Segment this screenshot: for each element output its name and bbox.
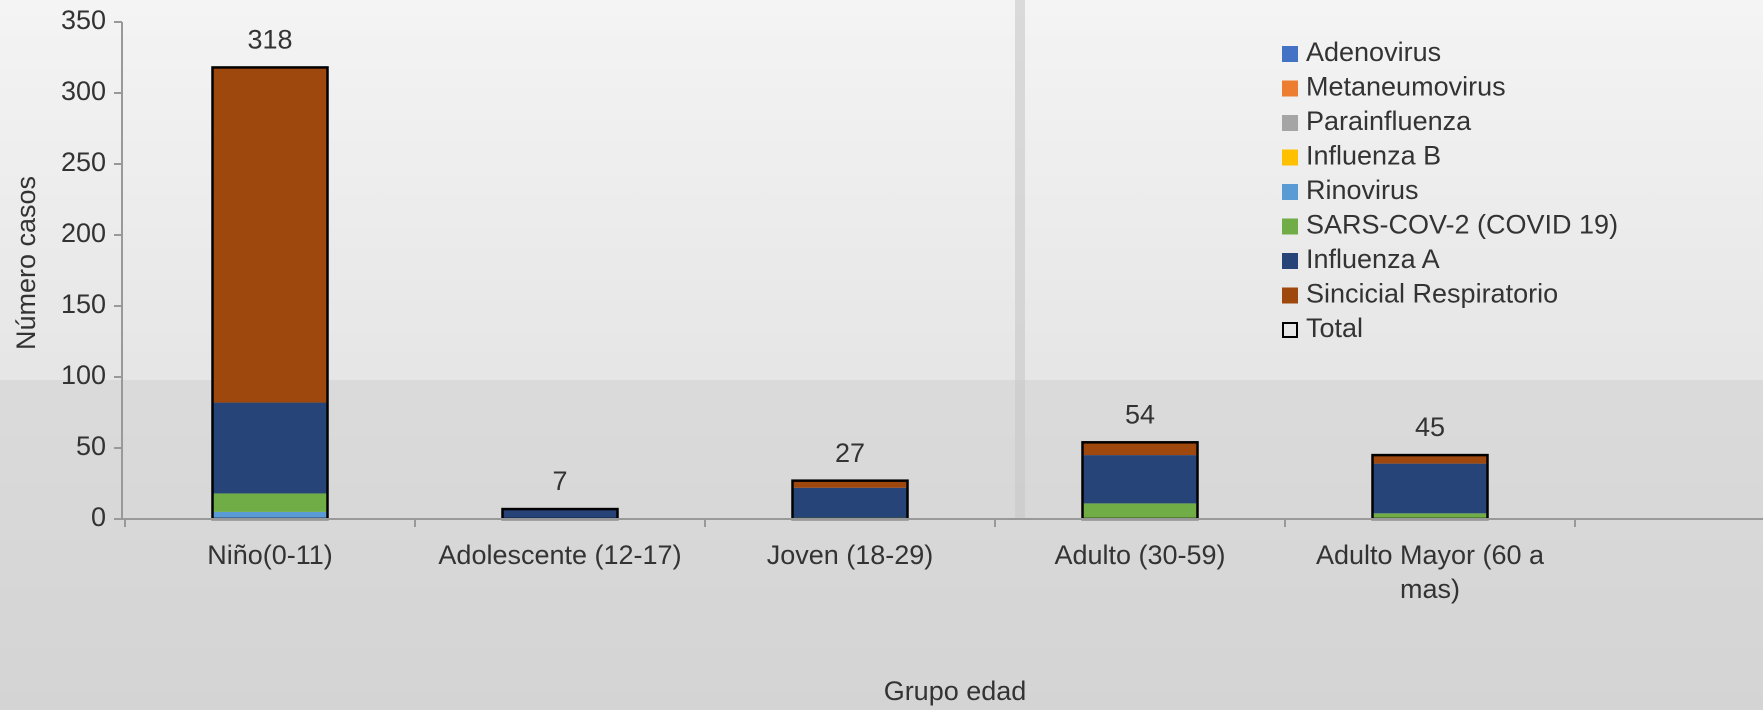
legend-swatch xyxy=(1282,115,1298,131)
x-tick-label: Joven (18-29) xyxy=(767,540,934,570)
total-label: 45 xyxy=(1415,412,1445,442)
total-label: 7 xyxy=(552,466,567,496)
legend-label: Total xyxy=(1306,313,1363,343)
total-label: 27 xyxy=(835,438,865,468)
legend-swatch xyxy=(1282,288,1298,304)
legend-swatch xyxy=(1282,253,1298,269)
bar-segment xyxy=(213,403,328,494)
legend-label: Rinovirus xyxy=(1306,175,1419,205)
x-tick-label: Adulto (30-59) xyxy=(1054,540,1225,570)
y-axis-title: Número casos xyxy=(11,176,41,350)
legend-label: Influenza A xyxy=(1306,244,1440,274)
background-pole xyxy=(1015,0,1025,520)
y-tick-label: 350 xyxy=(61,5,106,35)
legend-swatch xyxy=(1282,219,1298,235)
legend-label: Parainfluenza xyxy=(1306,106,1472,136)
legend-label: SARS-COV-2 (COVID 19) xyxy=(1306,210,1618,240)
bar-segment xyxy=(213,67,328,402)
legend-label: Influenza B xyxy=(1306,141,1441,171)
y-tick-label: 0 xyxy=(91,502,106,532)
total-label: 318 xyxy=(247,25,292,55)
legend-swatch xyxy=(1282,150,1298,166)
bar-segment xyxy=(793,488,908,518)
bar-segment xyxy=(1083,455,1198,503)
x-axis-title: Grupo edad xyxy=(884,676,1027,706)
bar-segment xyxy=(213,493,328,511)
bar-segment xyxy=(1083,442,1198,455)
bar-segment xyxy=(213,512,328,518)
legend-label: Sincicial Respiratorio xyxy=(1306,279,1558,309)
legend-swatch xyxy=(1282,81,1298,97)
legend-swatch xyxy=(1282,184,1298,200)
y-tick-label: 300 xyxy=(61,76,106,106)
legend-label: Metaneumovirus xyxy=(1306,72,1506,102)
legend-label: Adenovirus xyxy=(1306,37,1441,67)
bar-segment xyxy=(503,509,618,519)
y-tick-label: 100 xyxy=(61,360,106,390)
chart: Número casos Grupo edad 0 50 100 150 200 250 3… xyxy=(0,0,1763,710)
y-tick-label: 50 xyxy=(76,431,106,461)
legend-swatch xyxy=(1282,46,1298,62)
bar-segment xyxy=(1083,503,1198,519)
x-tick-label: Niño(0-11) xyxy=(207,540,333,570)
total-label: 54 xyxy=(1125,399,1155,429)
bar-segment xyxy=(1373,455,1488,464)
x-tick-label: Adolescente (12-17) xyxy=(438,540,681,570)
y-tick-label: 250 xyxy=(61,147,106,177)
bar-segment xyxy=(1373,464,1488,514)
y-tick-label: 200 xyxy=(61,218,106,248)
y-tick-label: 150 xyxy=(61,289,106,319)
